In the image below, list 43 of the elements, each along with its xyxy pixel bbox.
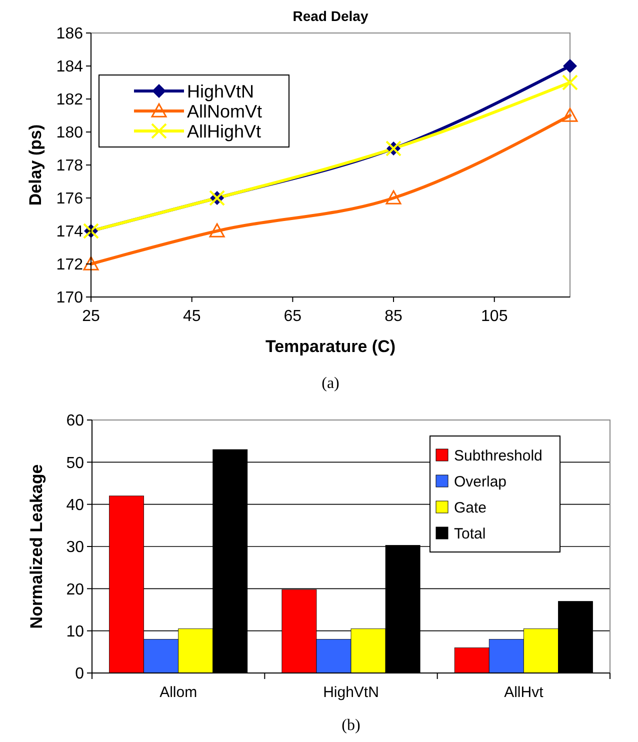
- y-axis-title: Normalized Leakage: [27, 464, 46, 629]
- text: (a): [322, 375, 340, 392]
- text: (b): [342, 717, 360, 734]
- y-tick-label: 176: [56, 190, 84, 208]
- y-tick-label: 0: [75, 666, 84, 683]
- y-tick-label: 184: [56, 58, 84, 76]
- y-tick-label: 180: [56, 124, 84, 142]
- x-tick-label: AllHvt: [504, 684, 544, 701]
- legend-label: Overlap: [454, 473, 507, 490]
- x-tick-label: 25: [82, 308, 100, 325]
- legend-label: Gate: [454, 499, 487, 516]
- legend-label: HighVtN: [187, 81, 254, 102]
- y-tick-label: 30: [66, 539, 84, 556]
- point: [386, 190, 402, 204]
- legend-label: Subthreshold: [454, 447, 542, 464]
- y-tick-label: 178: [56, 158, 84, 175]
- y-tick-label: 182: [56, 92, 84, 109]
- x-tick-label: 105: [481, 308, 508, 325]
- y-tick-label: 186: [56, 26, 84, 43]
- point: [563, 59, 577, 73]
- point: [562, 108, 578, 122]
- y-tick-label: 172: [56, 256, 84, 274]
- x-tick-label: Allom: [160, 684, 198, 701]
- y-tick-label: 170: [56, 290, 84, 307]
- x-tick-label: 85: [384, 308, 403, 325]
- point: [83, 256, 99, 270]
- y-tick-label: 50: [66, 454, 84, 472]
- y-tick-label: 20: [66, 581, 84, 598]
- y-axis-title: Delay (ps): [26, 124, 45, 206]
- point: [562, 74, 578, 90]
- legend-label: AllNomVt: [187, 101, 262, 122]
- legend-label: AllHighVt: [187, 121, 262, 142]
- x-tick-label: HighVtN: [323, 684, 379, 701]
- y-tick-label: 174: [56, 224, 84, 241]
- legend-label: Total: [454, 525, 486, 542]
- point: [209, 223, 225, 238]
- x-axis-title: Temparature (C): [265, 337, 396, 356]
- y-tick-label: 60: [66, 412, 84, 430]
- x-tick-label: 65: [284, 308, 302, 325]
- x-tick-label: 45: [182, 308, 201, 325]
- y-tick-label: 10: [66, 623, 84, 640]
- y-tick-label: 40: [66, 496, 84, 514]
- chart-title: Read Delay: [292, 8, 368, 24]
